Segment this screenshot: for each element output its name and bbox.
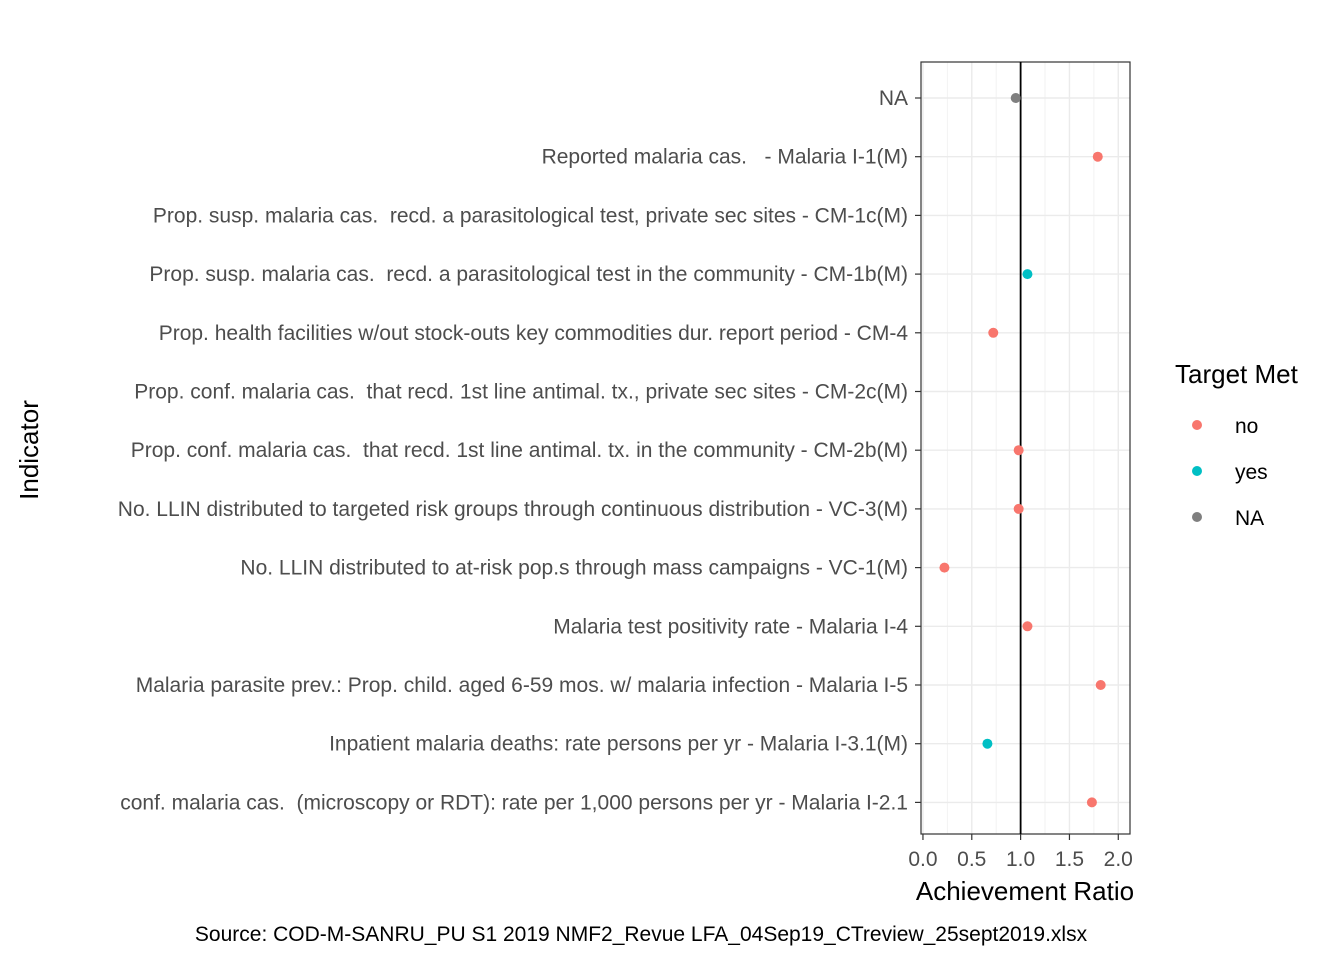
- y-tick-label: Prop. susp. malaria cas. recd. a parasit…: [149, 263, 908, 286]
- x-tick-label: 1.0: [1006, 848, 1035, 871]
- data-point: [1010, 93, 1021, 103]
- y-tick-label: Prop. health facilities w/out stock-outs…: [159, 322, 909, 345]
- data-point: [1022, 269, 1033, 280]
- source-caption: Source: COD-M-SANRU_PU S1 2019 NMF2_Revu…: [195, 923, 1088, 946]
- data-point: [1095, 680, 1106, 690]
- y-tick-label: No. LLIN distributed to at-risk pop.s th…: [240, 557, 908, 580]
- data-point: [988, 327, 999, 338]
- legend-title: Target Met: [1175, 359, 1299, 389]
- data-point: [1092, 151, 1103, 162]
- legend: Target Met no yes NA: [1175, 359, 1299, 530]
- y-axis-title: Indicator: [14, 400, 44, 500]
- data-point: [1013, 445, 1024, 456]
- y-tick-label: Prop. conf. malaria cas. that recd. 1st …: [131, 439, 908, 462]
- y-tick-label: Malaria test positivity rate - Malaria I…: [553, 615, 908, 638]
- y-tick-label: Prop. susp. malaria cas. recd. a parasit…: [153, 204, 908, 227]
- data-point: [1022, 621, 1033, 632]
- points-layer: [939, 93, 1106, 808]
- data-point: [1086, 797, 1097, 808]
- y-tick-label: conf. malaria cas. (microscopy or RDT): …: [120, 791, 908, 814]
- data-point: [1013, 503, 1024, 514]
- legend-label: yes: [1235, 461, 1268, 484]
- y-tick-label: No. LLIN distributed to targeted risk gr…: [118, 498, 908, 521]
- legend-key: [1192, 512, 1202, 522]
- legend-entries: no yes NA: [1192, 415, 1268, 530]
- y-tick-label: NA: [879, 87, 908, 110]
- legend-key: [1192, 420, 1202, 430]
- y-tick-label: Reported malaria cas. - Malaria I-1(M): [542, 146, 908, 169]
- x-axis-title: Achievement Ratio: [916, 876, 1134, 906]
- grid-layer: [921, 62, 1130, 834]
- x-tick-label: 1.5: [1055, 848, 1084, 871]
- data-point: [939, 562, 950, 573]
- legend-key: [1192, 466, 1202, 476]
- x-tick-label: 2.0: [1104, 848, 1133, 871]
- data-point: [982, 738, 993, 749]
- panel-border: [920, 61, 1131, 835]
- x-tick-label: 0.0: [908, 848, 937, 871]
- y-tick-labels: NA Reported malaria cas. - Malaria I-1(M)…: [118, 87, 921, 814]
- legend-label: no: [1235, 415, 1258, 438]
- y-tick-label: Inpatient malaria deaths: rate persons p…: [329, 733, 908, 756]
- y-tick-label: Malaria parasite prev.: Prop. child. age…: [136, 674, 908, 697]
- y-tick-label: Prop. conf. malaria cas. that recd. 1st …: [134, 381, 908, 404]
- x-tick-labels: 0.0 0.5 1.0 1.5 2.0: [908, 834, 1133, 871]
- x-tick-label: 0.5: [957, 848, 986, 871]
- legend-label: NA: [1235, 507, 1264, 530]
